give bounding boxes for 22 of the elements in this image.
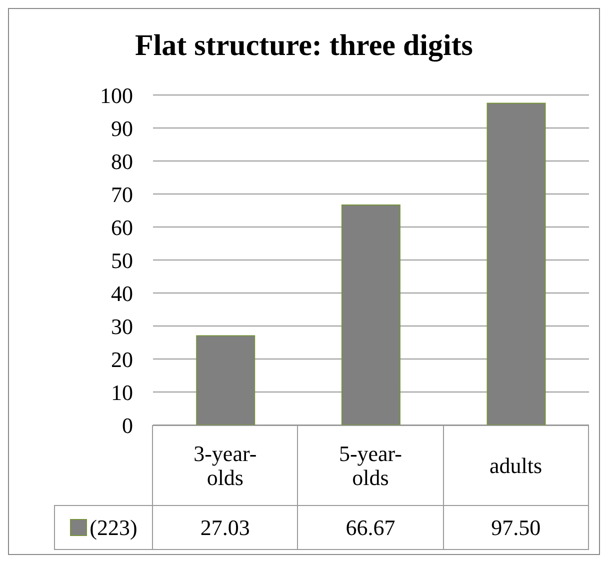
bar: [341, 204, 400, 425]
y-tick-label: 80: [111, 148, 133, 174]
data-label: 27.03: [153, 506, 298, 549]
y-tick-label: 50: [111, 248, 133, 273]
y-tick-label: 60: [111, 214, 133, 240]
y-tick-label: 100: [100, 82, 133, 108]
legend-label: (223): [90, 514, 138, 540]
y-tick-label: 90: [111, 116, 133, 141]
y-tick-label: 0: [122, 412, 133, 438]
chart-title: Flat structure: three digits: [134, 29, 474, 63]
x-tick-label: 5-year-olds: [338, 440, 404, 490]
x-tick-label: adults: [490, 452, 542, 478]
y-tick-label: 30: [111, 314, 133, 339]
y-tick-label: 70: [111, 182, 133, 207]
data-label: 66.67: [298, 506, 444, 549]
y-tick-label: 10: [111, 380, 133, 405]
bar: [196, 335, 256, 425]
y-tick-label: 20: [111, 346, 133, 372]
data-label: 97.50: [444, 506, 589, 549]
bar: [486, 102, 546, 425]
x-tick-label: 3-year-olds: [192, 440, 258, 490]
y-tick-label: 40: [111, 280, 133, 306]
